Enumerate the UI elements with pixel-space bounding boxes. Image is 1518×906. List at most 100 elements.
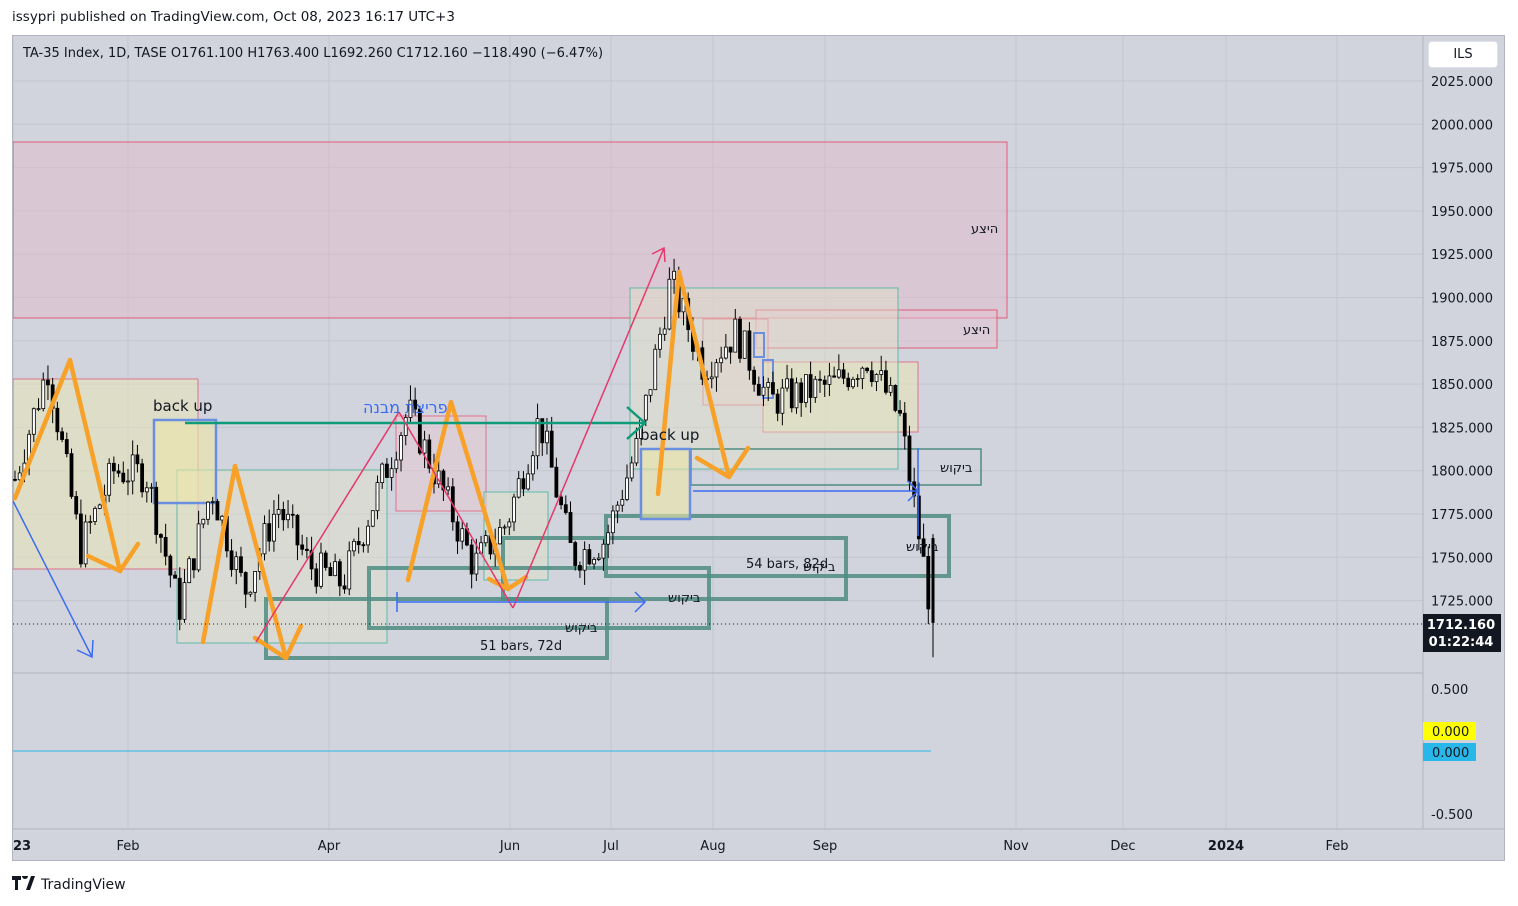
candle: [309, 536, 314, 581]
backup-box-3: [753, 332, 765, 358]
candle: [582, 541, 587, 585]
demand-label-right: ביקוש: [940, 461, 972, 476]
candle: [568, 501, 573, 543]
candle: [323, 550, 328, 571]
candle: [352, 538, 356, 557]
candle: [714, 358, 719, 392]
candle: [601, 539, 606, 571]
time-tick-9: 2024: [1208, 839, 1244, 854]
candle: [573, 540, 578, 571]
candle: [460, 520, 465, 550]
candle: [408, 385, 413, 424]
price-tick-11: 1750.000: [1431, 551, 1493, 566]
candle: [469, 539, 474, 589]
candle: [46, 365, 50, 400]
candle: [879, 355, 884, 381]
demand-label-oct: ביקוש: [906, 540, 938, 555]
blue-arrow-demand-2: [693, 448, 920, 536]
candle: [615, 501, 620, 524]
zigzag-feb: [85, 553, 123, 574]
candle: [286, 500, 290, 529]
zigzag-jan: [13, 357, 141, 574]
indicator-tag-cyan: [1423, 743, 1476, 761]
candle: [361, 542, 366, 553]
chart-panel[interactable]: back up back up פריצת מבנה היצע היצע ביק…: [12, 35, 1505, 861]
candle: [74, 491, 79, 520]
candle: [747, 322, 752, 380]
candle: [813, 376, 818, 403]
indicator-value-cyan: 0.000: [1432, 746, 1469, 761]
candle: [342, 574, 347, 594]
zigzag-mar-tail: [252, 635, 289, 661]
candle: [36, 398, 41, 412]
candle: [229, 539, 234, 577]
last-price-tag: 1712.160 01:22:44: [1423, 614, 1501, 652]
candle: [719, 346, 724, 373]
candle: [756, 376, 761, 396]
candle: [662, 316, 667, 341]
candlestick-chart[interactable]: back up back up פריצת מבנה היצע היצע ביק…: [13, 36, 1504, 860]
candle: [234, 551, 239, 585]
candle: [606, 524, 611, 559]
candle: [587, 544, 592, 566]
backup-box-1: [152, 418, 218, 505]
candle: [789, 368, 794, 413]
candle: [893, 384, 898, 413]
zigzag-mar: [200, 463, 304, 661]
candle: [295, 514, 300, 561]
candle: [540, 418, 545, 456]
backup-label-2: back up: [640, 426, 699, 444]
candle: [196, 510, 201, 573]
demand-label-low-2: ביקוש: [668, 591, 700, 606]
currency-button[interactable]: ILS: [1428, 41, 1498, 68]
candle: [168, 554, 173, 588]
candle: [253, 570, 257, 602]
candle: [554, 457, 559, 499]
price-tick-2: 1975.000: [1431, 162, 1493, 177]
candle: [149, 483, 154, 503]
candle: [130, 440, 135, 495]
candle: [752, 366, 757, 392]
candle: [370, 510, 375, 528]
price-tick-12: 1725.000: [1431, 595, 1493, 610]
candle: [69, 448, 74, 499]
time-tick-0: 2023: [13, 839, 31, 854]
candle: [921, 523, 926, 557]
candle: [413, 387, 418, 416]
candle: [865, 367, 869, 374]
candle: [728, 346, 733, 364]
range-label-2: 54 bars, 82d: [746, 557, 828, 572]
backup-label-1: back up: [153, 397, 212, 415]
candle: [888, 377, 893, 397]
price-tick-1: 2000.000: [1431, 118, 1493, 133]
tradingview-brand[interactable]: TradingView: [12, 873, 126, 894]
candle: [182, 569, 187, 623]
candle: [902, 402, 907, 450]
time-tick-10: Feb: [1325, 839, 1348, 854]
candle: [841, 362, 846, 385]
candle: [785, 364, 789, 392]
candle: [111, 456, 116, 484]
candle: [672, 258, 676, 294]
candle: [761, 376, 766, 407]
time-tick-7: Nov: [1003, 839, 1029, 854]
candle: [304, 537, 309, 559]
candle: [634, 427, 639, 467]
candle: [530, 450, 535, 481]
indicator-tick-2: -0.500: [1431, 808, 1473, 823]
candle: [771, 371, 775, 395]
price-tick-7: 1850.000: [1431, 378, 1493, 393]
pink-arrow-breakout-2: [398, 411, 514, 609]
candle: [276, 494, 281, 529]
candle: [658, 327, 662, 358]
candle: [846, 372, 851, 391]
bar-countdown: 01:22:44: [1429, 635, 1494, 650]
breakout-label: פריצת מבנה: [363, 398, 448, 417]
candle: [455, 515, 460, 554]
candle: [163, 523, 168, 566]
candle: [733, 308, 738, 353]
pink-arrow-breakout-1: [255, 411, 400, 643]
tradingview-logo-icon: [12, 873, 36, 894]
candle: [808, 361, 813, 413]
candle: [502, 524, 507, 535]
